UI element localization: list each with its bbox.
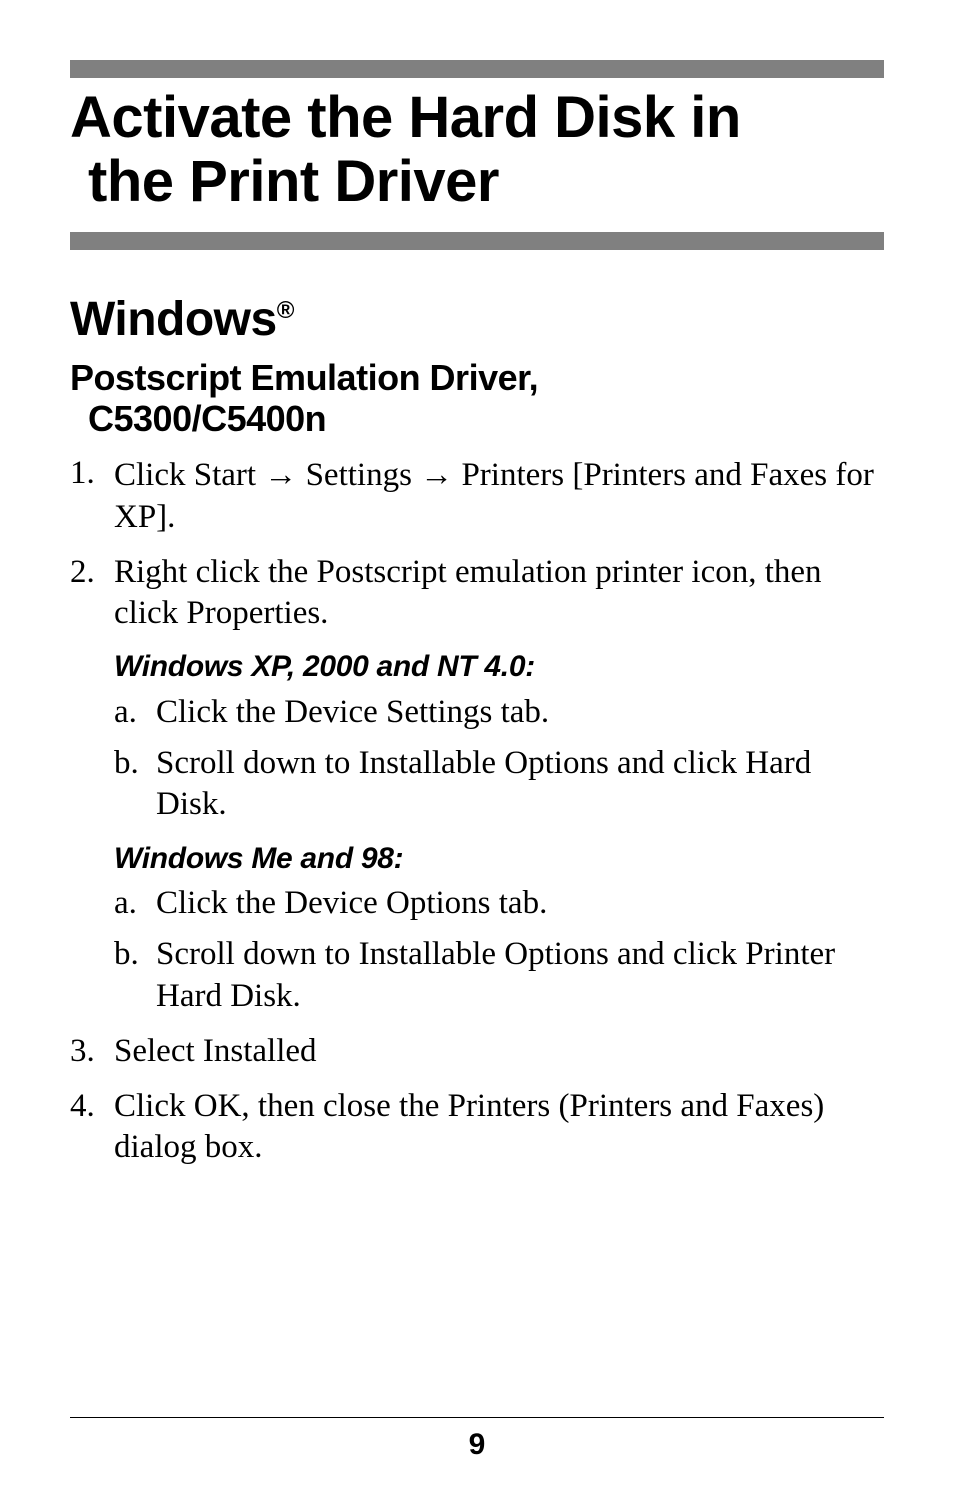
bottom-rule xyxy=(70,232,884,250)
step-3: Select Installed xyxy=(70,1031,884,1072)
section-heading-text: Windows xyxy=(70,293,277,346)
main-steps-list: Click Start → Settings → Printers [Print… xyxy=(70,453,884,1168)
arrow-icon: → xyxy=(264,455,297,492)
document-page: Activate the Hard Disk in the Print Driv… xyxy=(0,0,954,1500)
substep-xp-a: Click the Device Settings tab. xyxy=(114,692,884,733)
step-4: Click OK, then close the Printers (Print… xyxy=(70,1086,884,1169)
substeps-me: Click the Device Options tab. Scroll dow… xyxy=(114,883,884,1017)
step-1-part-b: Settings xyxy=(297,457,420,493)
top-rule xyxy=(70,60,884,78)
section-heading: Windows® xyxy=(70,292,884,347)
page-number: 9 xyxy=(70,1428,884,1462)
title-line-2: the Print Driver xyxy=(70,150,884,214)
registered-mark: ® xyxy=(277,297,294,324)
page-footer: 9 xyxy=(70,1417,884,1462)
substep-xp-b: Scroll down to Installable Options and c… xyxy=(114,743,884,826)
subsection-heading: Postscript Emulation Driver, C5300/C5400… xyxy=(70,357,884,440)
step-2-text: Right click the Postscript emulation pri… xyxy=(114,554,822,631)
substeps-xp: Click the Device Settings tab. Scroll do… xyxy=(114,692,884,826)
step-2: Right click the Postscript emulation pri… xyxy=(70,552,884,1017)
substep-me-b: Scroll down to Installable Options and c… xyxy=(114,934,884,1017)
subsection-line-1: Postscript Emulation Driver, xyxy=(70,357,538,398)
step-1: Click Start → Settings → Printers [Print… xyxy=(70,453,884,538)
subsection-line-2: C5300/C5400n xyxy=(70,398,884,439)
page-title: Activate the Hard Disk in the Print Driv… xyxy=(70,86,884,214)
substep-me-a: Click the Device Options tab. xyxy=(114,883,884,924)
footer-rule xyxy=(70,1417,884,1418)
step-1-part-a: Click Start xyxy=(114,457,264,493)
arrow-icon: → xyxy=(420,455,453,492)
title-line-1: Activate the Hard Disk in xyxy=(70,85,741,150)
windows-xp-heading: Windows XP, 2000 and NT 4.0: xyxy=(114,648,884,686)
windows-me-heading: Windows Me and 98: xyxy=(114,840,884,878)
